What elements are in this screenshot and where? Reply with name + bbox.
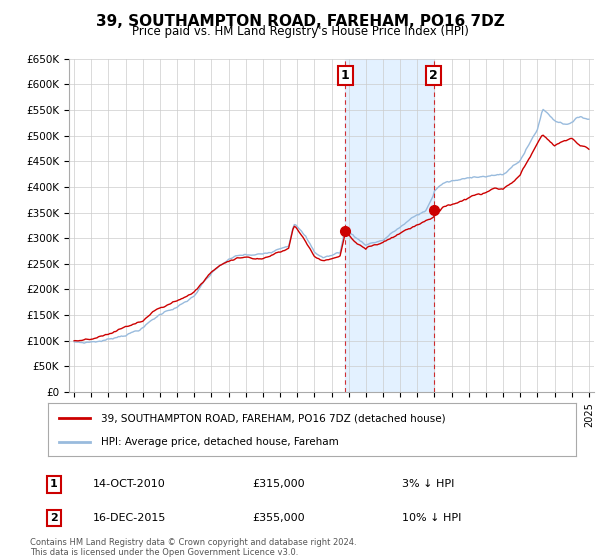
Text: £355,000: £355,000	[252, 513, 305, 523]
Text: 39, SOUTHAMPTON ROAD, FAREHAM, PO16 7DZ (detached house): 39, SOUTHAMPTON ROAD, FAREHAM, PO16 7DZ …	[101, 413, 445, 423]
Text: 39, SOUTHAMPTON ROAD, FAREHAM, PO16 7DZ: 39, SOUTHAMPTON ROAD, FAREHAM, PO16 7DZ	[95, 14, 505, 29]
Text: 1: 1	[341, 69, 349, 82]
Bar	[345, 59, 434, 392]
Text: £315,000: £315,000	[252, 479, 305, 489]
Text: 2: 2	[50, 513, 58, 523]
Text: 3% ↓ HPI: 3% ↓ HPI	[402, 479, 454, 489]
Text: 1: 1	[50, 479, 58, 489]
Text: Price paid vs. HM Land Registry's House Price Index (HPI): Price paid vs. HM Land Registry's House …	[131, 25, 469, 38]
Text: 2: 2	[430, 69, 438, 82]
Text: Contains HM Land Registry data © Crown copyright and database right 2024.
This d: Contains HM Land Registry data © Crown c…	[30, 538, 356, 557]
Text: 14-OCT-2010: 14-OCT-2010	[93, 479, 166, 489]
Text: HPI: Average price, detached house, Fareham: HPI: Average price, detached house, Fare…	[101, 436, 338, 446]
Text: 16-DEC-2015: 16-DEC-2015	[93, 513, 166, 523]
Text: 10% ↓ HPI: 10% ↓ HPI	[402, 513, 461, 523]
